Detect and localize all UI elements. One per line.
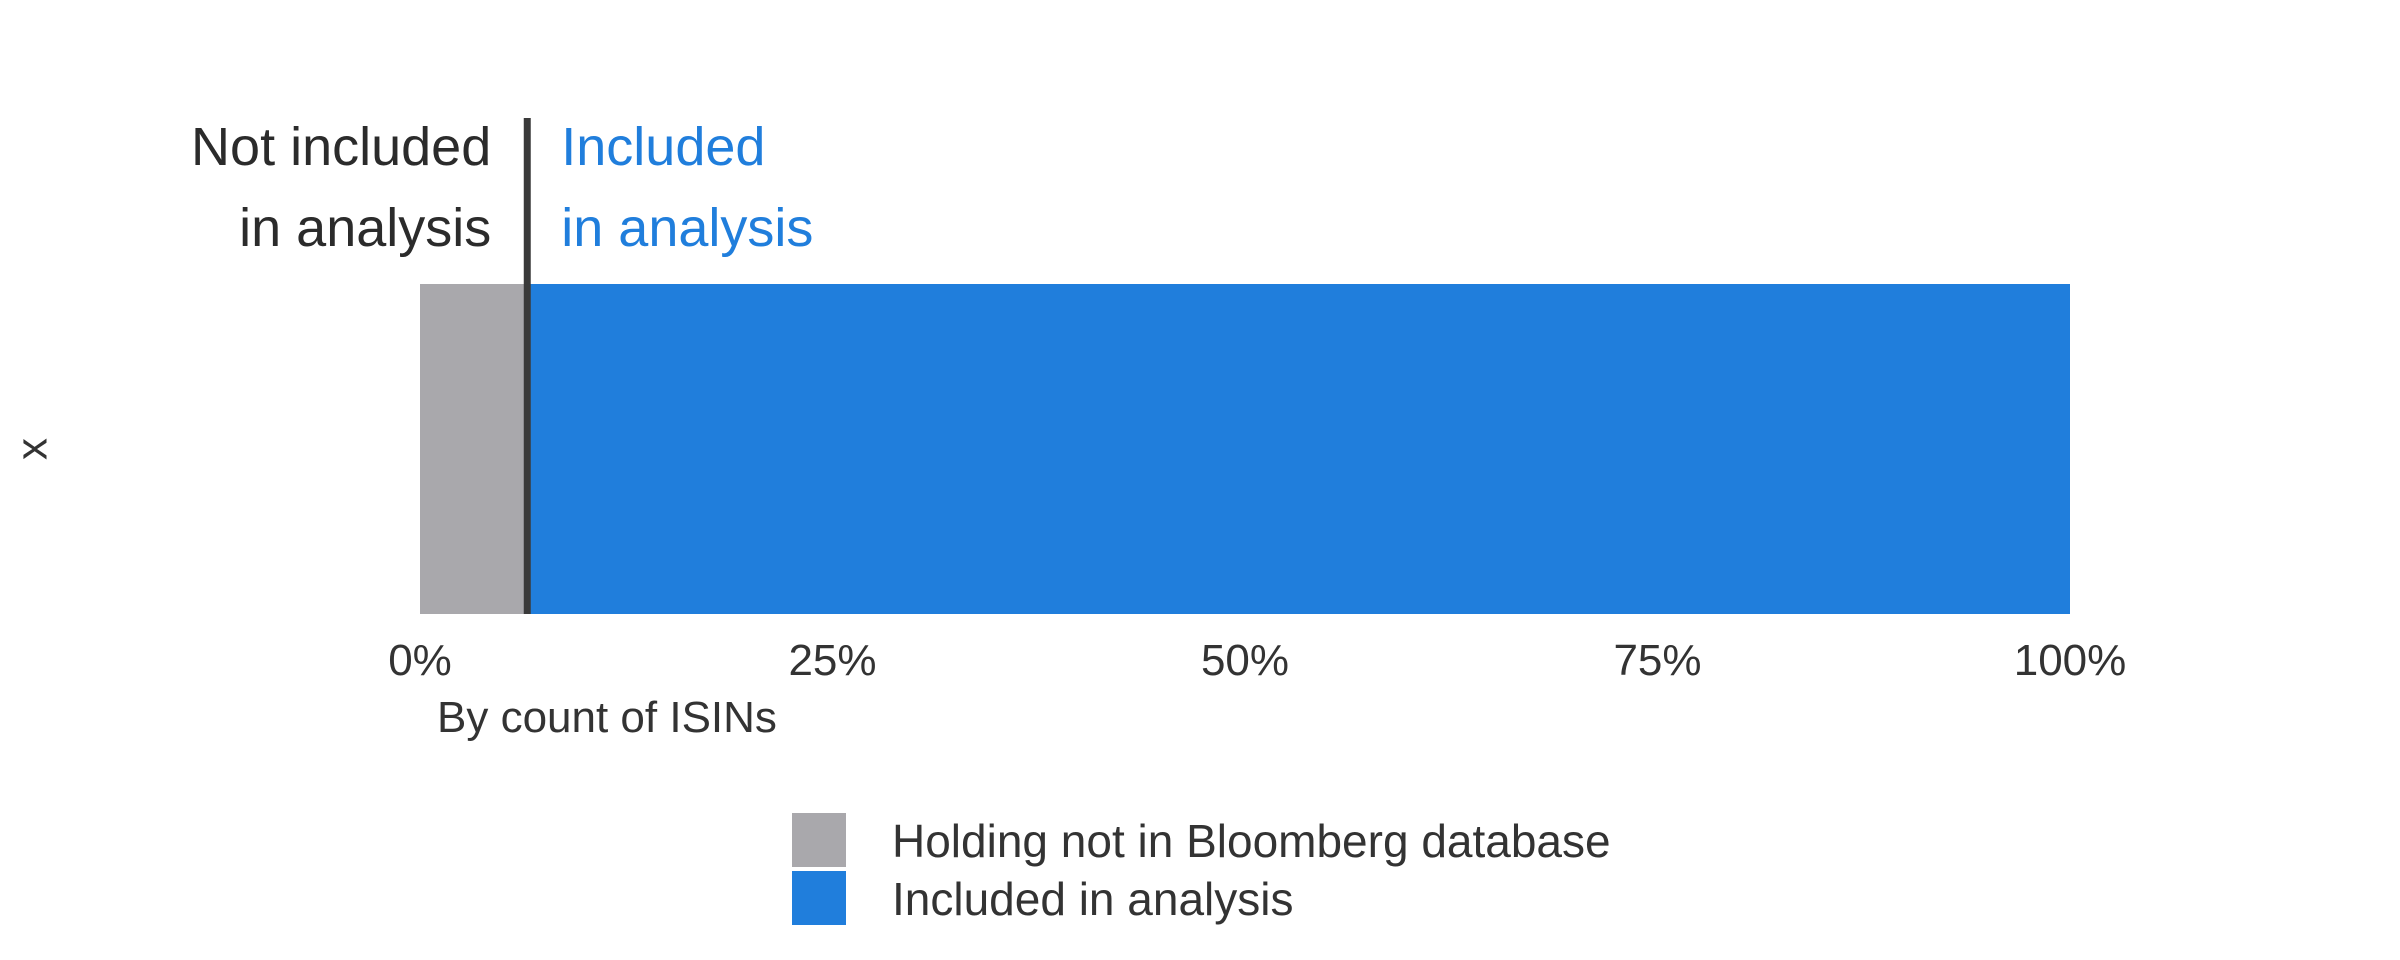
annotation-left-line-1: Not included	[191, 117, 491, 177]
x-tick-label: 75%	[1613, 636, 1701, 685]
y-axis-categories: x	[8, 438, 57, 460]
y-category-label: x	[8, 438, 57, 460]
legend-label: Holding not in Bloomberg database	[892, 815, 1611, 867]
annotation-right-line-2: in analysis	[561, 198, 813, 258]
annotation-left-line-2: in analysis	[239, 198, 491, 258]
x-tick-label: 0%	[388, 636, 452, 685]
x-axis-title: By count of ISINs	[437, 693, 777, 742]
legend-swatch	[792, 813, 846, 867]
bar-segment-2	[527, 284, 2070, 614]
legend-swatch	[792, 871, 846, 925]
legend: Holding not in Bloomberg database Include…	[792, 813, 1611, 925]
legend-label: Included in analysis	[892, 873, 1293, 925]
x-tick-label: 100%	[2014, 636, 2127, 685]
annotations-group: Not included in analysis Included in analys…	[191, 117, 813, 258]
x-tick-label: 25%	[788, 636, 876, 685]
bars-group	[420, 284, 2070, 614]
annotation-right-line-1: Included	[561, 117, 765, 177]
x-tick-label: 50%	[1201, 636, 1289, 685]
bar-segment-1	[420, 284, 528, 614]
x-axis-ticks: 0% 25% 50% 75% 100%	[388, 636, 2126, 685]
